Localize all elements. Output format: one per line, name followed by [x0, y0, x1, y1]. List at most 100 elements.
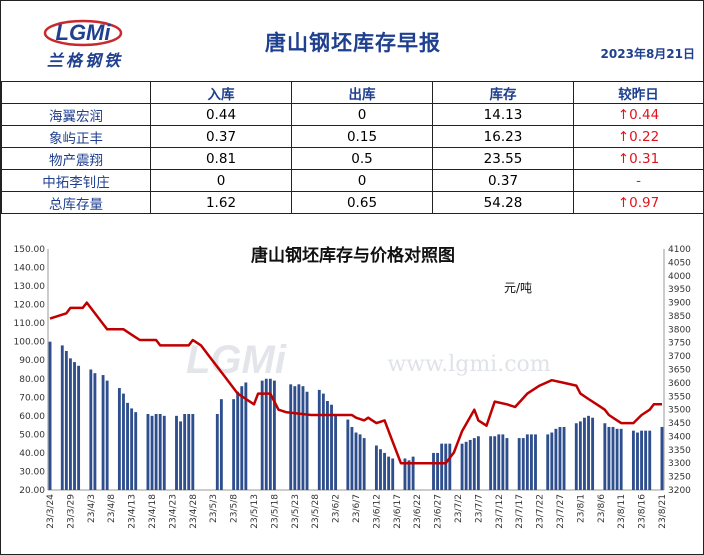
logo-tagline: 兰格钢铁: [47, 51, 124, 70]
lgmi-logo: LGMi: [43, 19, 123, 47]
stock-bar: [150, 415, 154, 490]
change-value: ↑0.31: [573, 147, 704, 170]
y-left-tick-label: 70.00: [19, 393, 45, 403]
y-left-tick-label: 130.00: [14, 282, 46, 292]
stock-bar: [517, 438, 521, 490]
stock-bar: [122, 393, 125, 490]
y-right-tick-label: 3650: [668, 366, 691, 376]
stock-bar: [183, 413, 187, 490]
company-name: 象屿正丰: [1, 125, 151, 148]
inventory-table: 入库 出库 库存 较昨日 海翼宏润 0.44 0 14.13 ↑0.44 象屿正丰 0.37…: [1, 81, 704, 214]
stock-bar: [607, 426, 611, 490]
stock-value: 14.13: [432, 103, 574, 126]
column-header: [1, 81, 151, 104]
stock-bar: [501, 434, 505, 490]
stock-bar: [525, 434, 529, 490]
stock-bar: [158, 413, 162, 490]
y-right-tick-label: 4100: [668, 245, 691, 255]
stock-bar: [648, 430, 652, 490]
stock-bar: [179, 421, 183, 490]
stock-bar: [326, 401, 329, 490]
price-line: [49, 301, 662, 465]
stock-bar: [105, 380, 109, 490]
inbound-value: 0: [150, 169, 292, 192]
x-tick-label: 23/3/24: [46, 494, 56, 529]
inbound-value: 0.81: [150, 147, 292, 170]
stock-bar: [603, 423, 607, 490]
stock-bar: [134, 412, 138, 490]
x-tick-label: 23/4/3: [87, 494, 97, 523]
inbound-value: 0.37: [150, 125, 292, 148]
stock-bar: [636, 432, 639, 490]
stock-bar: [48, 341, 52, 490]
outbound-value: 0: [291, 103, 433, 126]
stock-bar: [330, 404, 333, 490]
stock-bar: [244, 382, 248, 490]
inbound-value: 0.44: [150, 103, 292, 126]
stock-bar: [187, 413, 191, 490]
inbound-value: 1.62: [150, 191, 292, 214]
change-value: ↑0.22: [573, 125, 704, 148]
y-right-tick-label: 3900: [668, 299, 691, 309]
y-right-tick-label: 3500: [668, 406, 691, 416]
change-value: ↑0.97: [573, 191, 704, 214]
stock-bar: [460, 443, 464, 490]
y-left-tick-label: 60.00: [19, 412, 45, 422]
x-tick-label: 23/6/12: [372, 494, 382, 529]
outbound-value: 0: [291, 169, 433, 192]
stock-bar: [631, 430, 635, 490]
stock-bar: [334, 413, 338, 490]
stock-bar: [387, 456, 391, 490]
stock-bar: [350, 426, 354, 490]
stock-value: 0.37: [432, 169, 574, 192]
y-right-tick-label: 3400: [668, 432, 691, 442]
x-tick-label: 23/6/2: [332, 494, 342, 523]
y-left-tick-label: 30.00: [19, 467, 45, 477]
stock-bar: [505, 438, 509, 490]
stock-bar: [554, 428, 558, 490]
column-header: 出库: [291, 81, 433, 104]
x-tick-label: 23/4/28: [189, 494, 199, 529]
stock-bar: [317, 389, 321, 490]
x-tick-label: 23/7/2: [454, 494, 464, 523]
stock-bar: [660, 426, 664, 490]
y-left-tick-label: 110.00: [14, 319, 46, 329]
y-right-tick-label: 3750: [668, 339, 691, 349]
stock-bar: [444, 443, 448, 490]
y-right-tick-label: 3200: [668, 486, 691, 496]
stock-bar: [432, 452, 435, 490]
stock-bar: [130, 408, 134, 490]
stock-bar: [558, 426, 562, 490]
stock-bar: [219, 399, 223, 490]
watermark-logo: LGMi: [186, 338, 287, 382]
stock-bar: [383, 452, 386, 490]
stock-bar: [550, 432, 554, 490]
stock-bar: [529, 434, 533, 490]
stock-bar: [374, 445, 378, 490]
stock-bar: [534, 434, 537, 490]
stock-bar: [583, 417, 586, 490]
stock-bar: [578, 421, 582, 490]
y-left-tick-label: 80.00: [19, 375, 45, 385]
stock-bar: [64, 350, 68, 490]
x-tick-label: 23/8/1: [576, 494, 586, 523]
change-value: ↑0.44: [573, 103, 704, 126]
table-row: 中拓李钊庄 0 0 0.37-: [1, 169, 704, 192]
table-row: 总库存量 1.62 0.65 54.28 ↑0.97: [1, 191, 704, 214]
unit-label: 元/吨: [504, 281, 532, 295]
stock-bar: [60, 345, 64, 490]
stock-bar: [644, 430, 648, 490]
stock-bar: [472, 438, 476, 490]
y-right-tick-label: 3300: [668, 459, 691, 469]
stock-bar: [101, 375, 105, 490]
stock-bar: [297, 384, 301, 490]
y-right-tick-label: 3250: [668, 473, 691, 483]
company-name: 物产震翔: [1, 147, 151, 170]
stock-bar: [93, 373, 97, 490]
chart-title: 唐山钢坯库存与价格对照图: [251, 245, 455, 266]
stock-bar: [493, 436, 497, 490]
stock-bar: [448, 443, 452, 490]
stock-bar: [468, 439, 472, 490]
stock-bar: [69, 358, 72, 490]
